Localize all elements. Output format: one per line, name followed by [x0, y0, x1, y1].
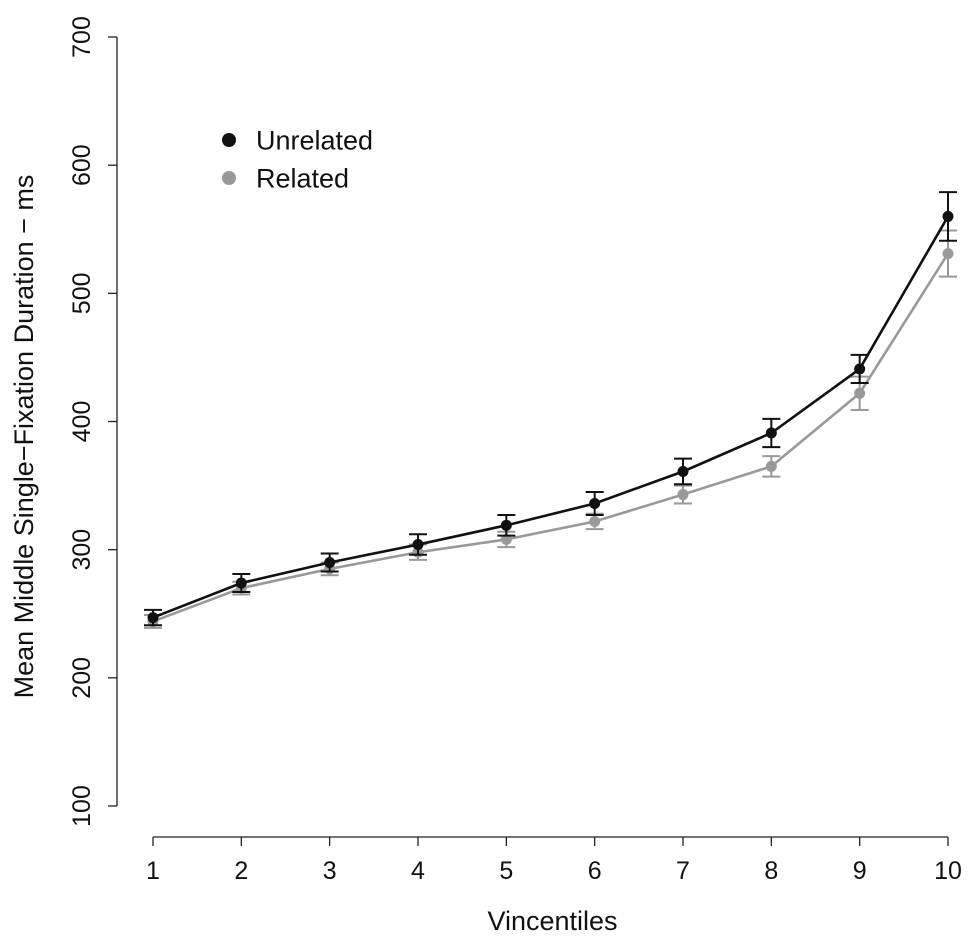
data-point — [942, 210, 954, 222]
x-tick-label: 3 — [323, 857, 337, 885]
data-point — [500, 519, 512, 531]
series-unrelated — [144, 191, 957, 627]
series-line — [152, 215, 950, 619]
data-point — [677, 465, 689, 477]
data-point — [500, 533, 512, 545]
data-point — [147, 612, 159, 624]
x-tick-label: 7 — [676, 857, 690, 885]
x-axis-title: Vincentiles — [487, 906, 617, 936]
x-tick-label: 5 — [499, 857, 513, 885]
x-tick-label: 6 — [588, 857, 602, 885]
legend-marker — [222, 133, 236, 147]
y-tick-label: 500 — [68, 272, 96, 314]
data-point — [589, 515, 601, 527]
legend-marker — [222, 171, 236, 185]
y-tick-label: 200 — [68, 657, 96, 699]
data-point — [412, 539, 424, 551]
legend: Unrelated Related — [222, 125, 373, 193]
x-tick-label: 1 — [146, 857, 160, 885]
series-line — [152, 252, 950, 623]
x-tick-label: 10 — [934, 857, 962, 885]
data-point — [589, 498, 601, 510]
data-point — [854, 387, 866, 399]
y-tick-label: 600 — [68, 144, 96, 186]
y-axis: 100 200 300 400 500 600 700 — [68, 16, 118, 827]
x-tick-label: 8 — [764, 857, 778, 885]
data-point — [765, 427, 777, 439]
legend-label: Related — [256, 163, 349, 193]
data-point — [854, 363, 866, 375]
y-tick-label: 700 — [68, 16, 96, 58]
legend-label: Unrelated — [256, 125, 373, 155]
x-tick-label: 4 — [411, 857, 425, 885]
series-related — [144, 229, 957, 629]
data-point — [324, 556, 336, 568]
x-tick-label: 9 — [853, 857, 867, 885]
y-tick-label: 400 — [68, 401, 96, 443]
y-axis-title: Mean Middle Single−Fixation Duration − m… — [9, 175, 39, 699]
series-layer — [144, 191, 957, 629]
x-tick-label: 2 — [234, 857, 248, 885]
data-point — [942, 248, 954, 260]
y-tick-label: 100 — [68, 785, 96, 827]
data-point — [765, 460, 777, 472]
y-tick-label: 300 — [68, 529, 96, 571]
data-point — [235, 577, 247, 589]
x-axis: 1 2 3 4 5 6 7 8 9 10 — [146, 836, 962, 885]
data-point — [677, 489, 689, 501]
